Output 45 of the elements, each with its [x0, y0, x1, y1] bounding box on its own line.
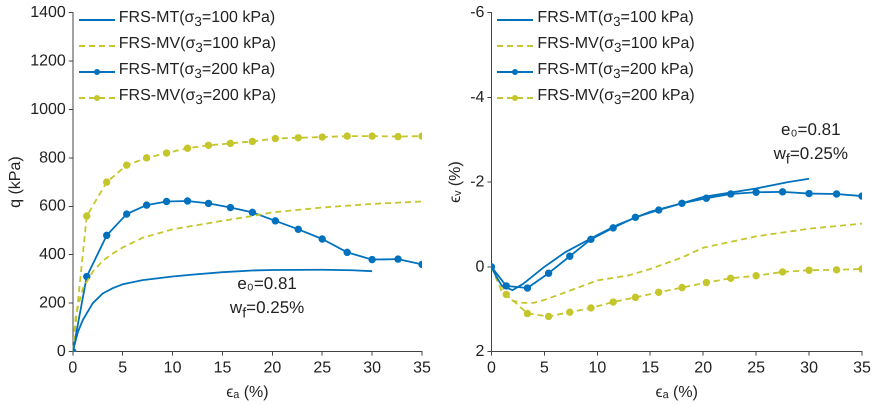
- y-tick-label: -2: [470, 174, 485, 191]
- x-axis-title: ϵₐ (%): [226, 384, 269, 401]
- x-tick-label: 5: [118, 360, 128, 377]
- y-tick-label: 400: [39, 246, 66, 264]
- annotation: e₀=0.81: [780, 118, 842, 141]
- y-axis-title: ϵᵥ (%): [447, 161, 464, 203]
- y-tick-label: 1000: [30, 100, 66, 118]
- legend-label: FRS-MV(σ$_{3}$=200 kPa): [118, 86, 276, 110]
- x-tick-label: 20: [694, 360, 712, 377]
- x-tick-label: 30: [800, 360, 818, 377]
- annotation: e₀=0.81: [236, 272, 298, 295]
- x-tick-label: 30: [363, 360, 382, 377]
- legend-label: FRS-MT(σ$_{3}$=100 kPa): [537, 8, 694, 31]
- x-tick-label: 10: [164, 360, 182, 377]
- x-tick-label: 15: [214, 360, 232, 377]
- legend-label: FRS-MV(σ$_{3}$=100 kPa): [118, 34, 276, 57]
- y-tick-label: 200: [39, 294, 66, 312]
- x-tick-label: 25: [313, 360, 332, 377]
- y-tick-label: 2: [476, 343, 485, 360]
- x-tick-label: 35: [413, 360, 431, 377]
- legend-label: FRS-MV(σ$_{3}$=100 kPa): [537, 34, 695, 57]
- y-tick-label: 600: [39, 198, 66, 215]
- y-tick-label: -4: [470, 88, 485, 106]
- x-tick-label: 20: [263, 360, 282, 377]
- y-axis-title: q (kPa): [7, 156, 24, 208]
- legend-label: FRS-MT(σ$_{3}$=200 kPa): [537, 60, 694, 84]
- y-tick-label: 0: [56, 343, 66, 360]
- x-tick-label: 5: [540, 360, 549, 377]
- y-tick-label: 1400: [30, 4, 66, 22]
- y-tick-label: -6: [470, 4, 485, 22]
- x-tick-label: 15: [641, 360, 660, 377]
- annotation: w$_{f}$=0.25%: [774, 142, 848, 169]
- legend-label: FRS-MT(σ$_{3}$=100 kPa): [118, 8, 276, 31]
- legend-label: FRS-MV(σ$_{3}$=200 kPa): [537, 86, 695, 110]
- y-tick-label: 800: [39, 149, 66, 166]
- x-tick-label: 10: [588, 360, 606, 377]
- annotation: w$_{f}$=0.25%: [230, 296, 304, 323]
- legend-label: FRS-MT(σ$_{3}$=200 kPa): [118, 60, 276, 84]
- x-tick-label: 25: [747, 360, 766, 377]
- x-axis-title: ϵₐ (%): [656, 384, 698, 401]
- y-tick-label: 0: [476, 258, 485, 276]
- x-tick-label: 0: [486, 360, 496, 377]
- x-tick-label: 0: [68, 360, 78, 377]
- x-tick-label: 35: [853, 360, 871, 377]
- y-tick-label: 1200: [30, 52, 66, 70]
